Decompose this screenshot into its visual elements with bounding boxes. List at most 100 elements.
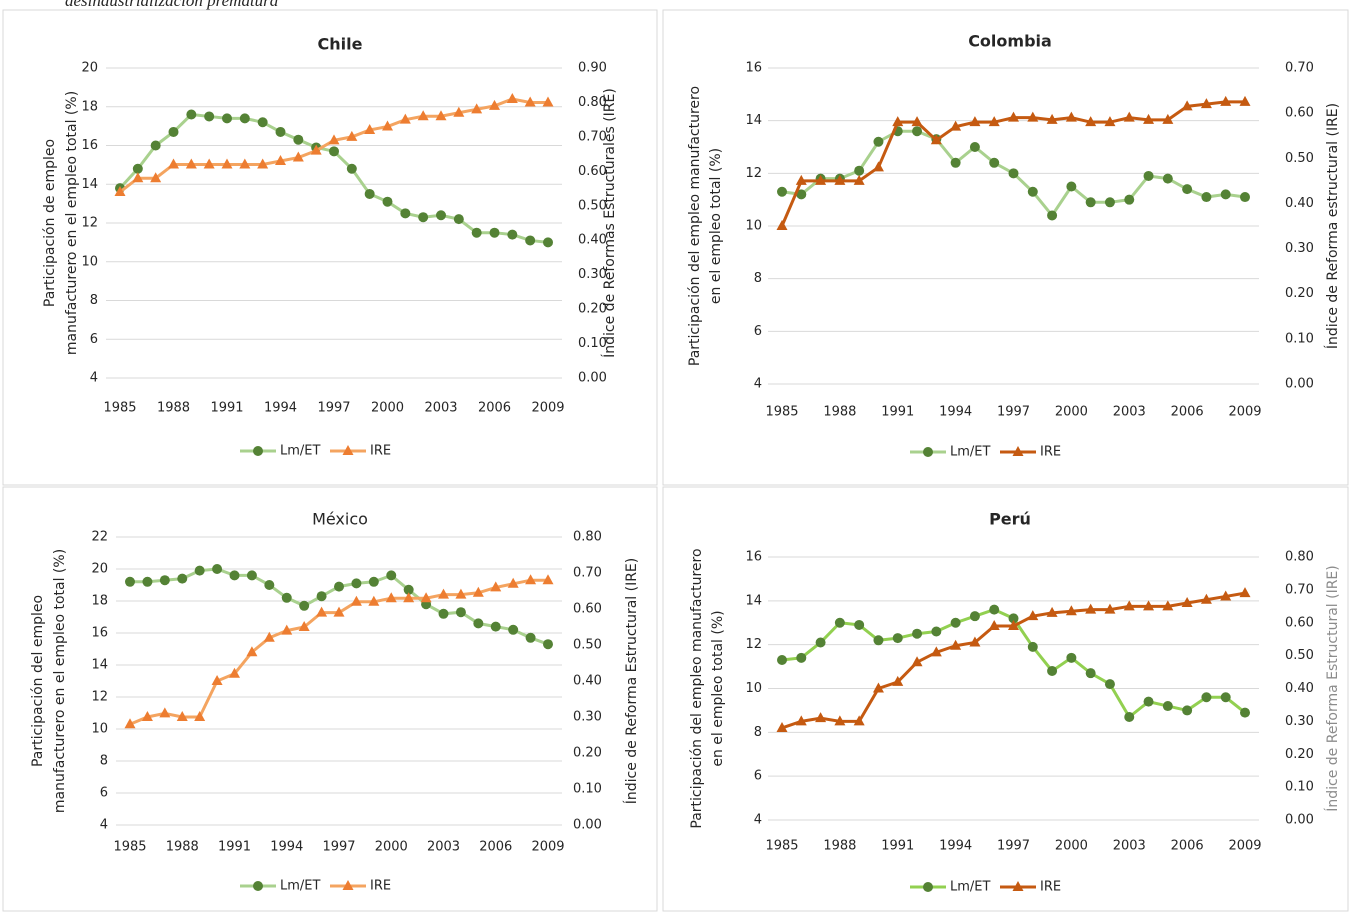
data-point: [490, 581, 502, 592]
y-tick-label: 8: [90, 293, 98, 308]
data-point: [257, 117, 268, 128]
data-point: [506, 93, 518, 103]
legend-marker: [342, 880, 354, 890]
y-axis-label: Participación del empleo: [30, 595, 46, 767]
data-point: [471, 103, 483, 114]
data-point: [912, 126, 923, 137]
data-point: [310, 144, 322, 155]
data-point: [1104, 116, 1116, 127]
data-point: [334, 581, 344, 592]
x-tick-label: 1994: [264, 401, 297, 416]
data-point: [385, 592, 397, 603]
chart-title: Colombia: [968, 32, 1052, 51]
y-tick-label: 22: [91, 530, 108, 545]
data-point: [853, 715, 865, 726]
data-point: [1008, 168, 1019, 179]
y-axis-label: manufacturero en el empleo total (%): [64, 91, 80, 355]
y-tick-label: 6: [90, 332, 98, 347]
y2-tick-label: 0.70: [573, 566, 602, 581]
data-point: [472, 586, 484, 597]
legend-label: Lm/ET: [950, 445, 991, 460]
y-tick-label: 20: [91, 562, 108, 577]
y2-tick-label: 0.40: [573, 674, 602, 689]
data-point: [263, 631, 275, 642]
legend-label: Lm/ET: [280, 879, 321, 894]
y2-tick-label: 0.50: [573, 638, 602, 653]
x-tick-label: 1994: [270, 840, 303, 855]
y-tick-label: 10: [745, 681, 762, 696]
data-point: [1104, 679, 1115, 690]
data-point: [1066, 181, 1077, 192]
data-point: [854, 165, 865, 176]
data-point: [350, 595, 362, 606]
data-point: [930, 134, 942, 145]
data-point: [222, 113, 232, 124]
data-point: [186, 109, 197, 120]
data-point: [1239, 95, 1251, 106]
data-point: [834, 715, 846, 726]
x-tick-label: 1991: [218, 840, 251, 855]
y2-tick-label: 0.10: [1285, 780, 1314, 795]
x-tick-label: 1991: [881, 405, 914, 420]
y2-axis-label: Índice de Reformas Estructurales (IRE): [601, 88, 618, 358]
y-tick-label: 12: [745, 637, 762, 652]
y2-tick-label: 0.80: [578, 95, 607, 110]
data-point: [892, 116, 904, 127]
data-point: [969, 116, 981, 127]
data-point: [508, 624, 519, 635]
data-point: [246, 646, 258, 657]
data-point: [400, 208, 411, 219]
y2-tick-label: 0.30: [1285, 241, 1314, 256]
x-tick-label: 2003: [1113, 839, 1146, 854]
data-point: [159, 707, 171, 718]
data-point: [299, 600, 310, 611]
x-tick-label: 2006: [1171, 839, 1204, 854]
data-point: [815, 712, 827, 723]
y-tick-label: 14: [81, 177, 98, 192]
panel: [662, 486, 1349, 912]
legend-label: Lm/ET: [280, 444, 321, 459]
x-tick-label: 2006: [1171, 405, 1204, 420]
y-tick-label: 10: [745, 219, 762, 234]
data-point: [212, 564, 223, 574]
data-point: [229, 667, 240, 678]
y2-tick-label: 0.30: [573, 710, 602, 725]
y-axis-label: Participación del empleo manufacturero: [689, 548, 705, 828]
data-point: [873, 136, 884, 147]
data-point: [125, 576, 135, 587]
x-tick-label: 1991: [881, 839, 914, 854]
y2-tick-label: 0.70: [1285, 61, 1314, 76]
data-point: [257, 158, 269, 169]
data-point: [1027, 186, 1038, 197]
x-tick-label: 2006: [478, 401, 511, 416]
data-point: [194, 565, 205, 576]
data-point: [420, 592, 432, 603]
data-point: [455, 588, 467, 599]
y-tick-label: 14: [91, 658, 108, 673]
data-point: [142, 576, 153, 587]
data-point: [911, 116, 923, 127]
data-point: [346, 130, 358, 141]
y-tick-label: 16: [81, 138, 98, 153]
legend-label: IRE: [370, 879, 391, 894]
data-point: [1201, 192, 1212, 203]
legend-marker: [253, 881, 263, 891]
data-point: [930, 646, 942, 657]
data-point: [1162, 701, 1173, 712]
data-point: [1181, 100, 1193, 111]
y-tick-label: 16: [745, 550, 762, 565]
data-point: [417, 110, 429, 121]
y2-tick-label: 0.40: [1285, 681, 1314, 696]
data-point: [1143, 696, 1154, 707]
x-tick-label: 1997: [997, 405, 1030, 420]
data-point: [1027, 111, 1039, 122]
data-point: [1027, 610, 1039, 621]
y-axis-label: en el empleo total (%): [708, 148, 724, 304]
x-tick-label: 2009: [531, 840, 564, 855]
data-point: [473, 618, 484, 629]
x-tick-label: 1985: [765, 405, 798, 420]
data-point: [1220, 692, 1231, 703]
data-point: [1240, 192, 1250, 203]
data-point: [777, 655, 787, 666]
